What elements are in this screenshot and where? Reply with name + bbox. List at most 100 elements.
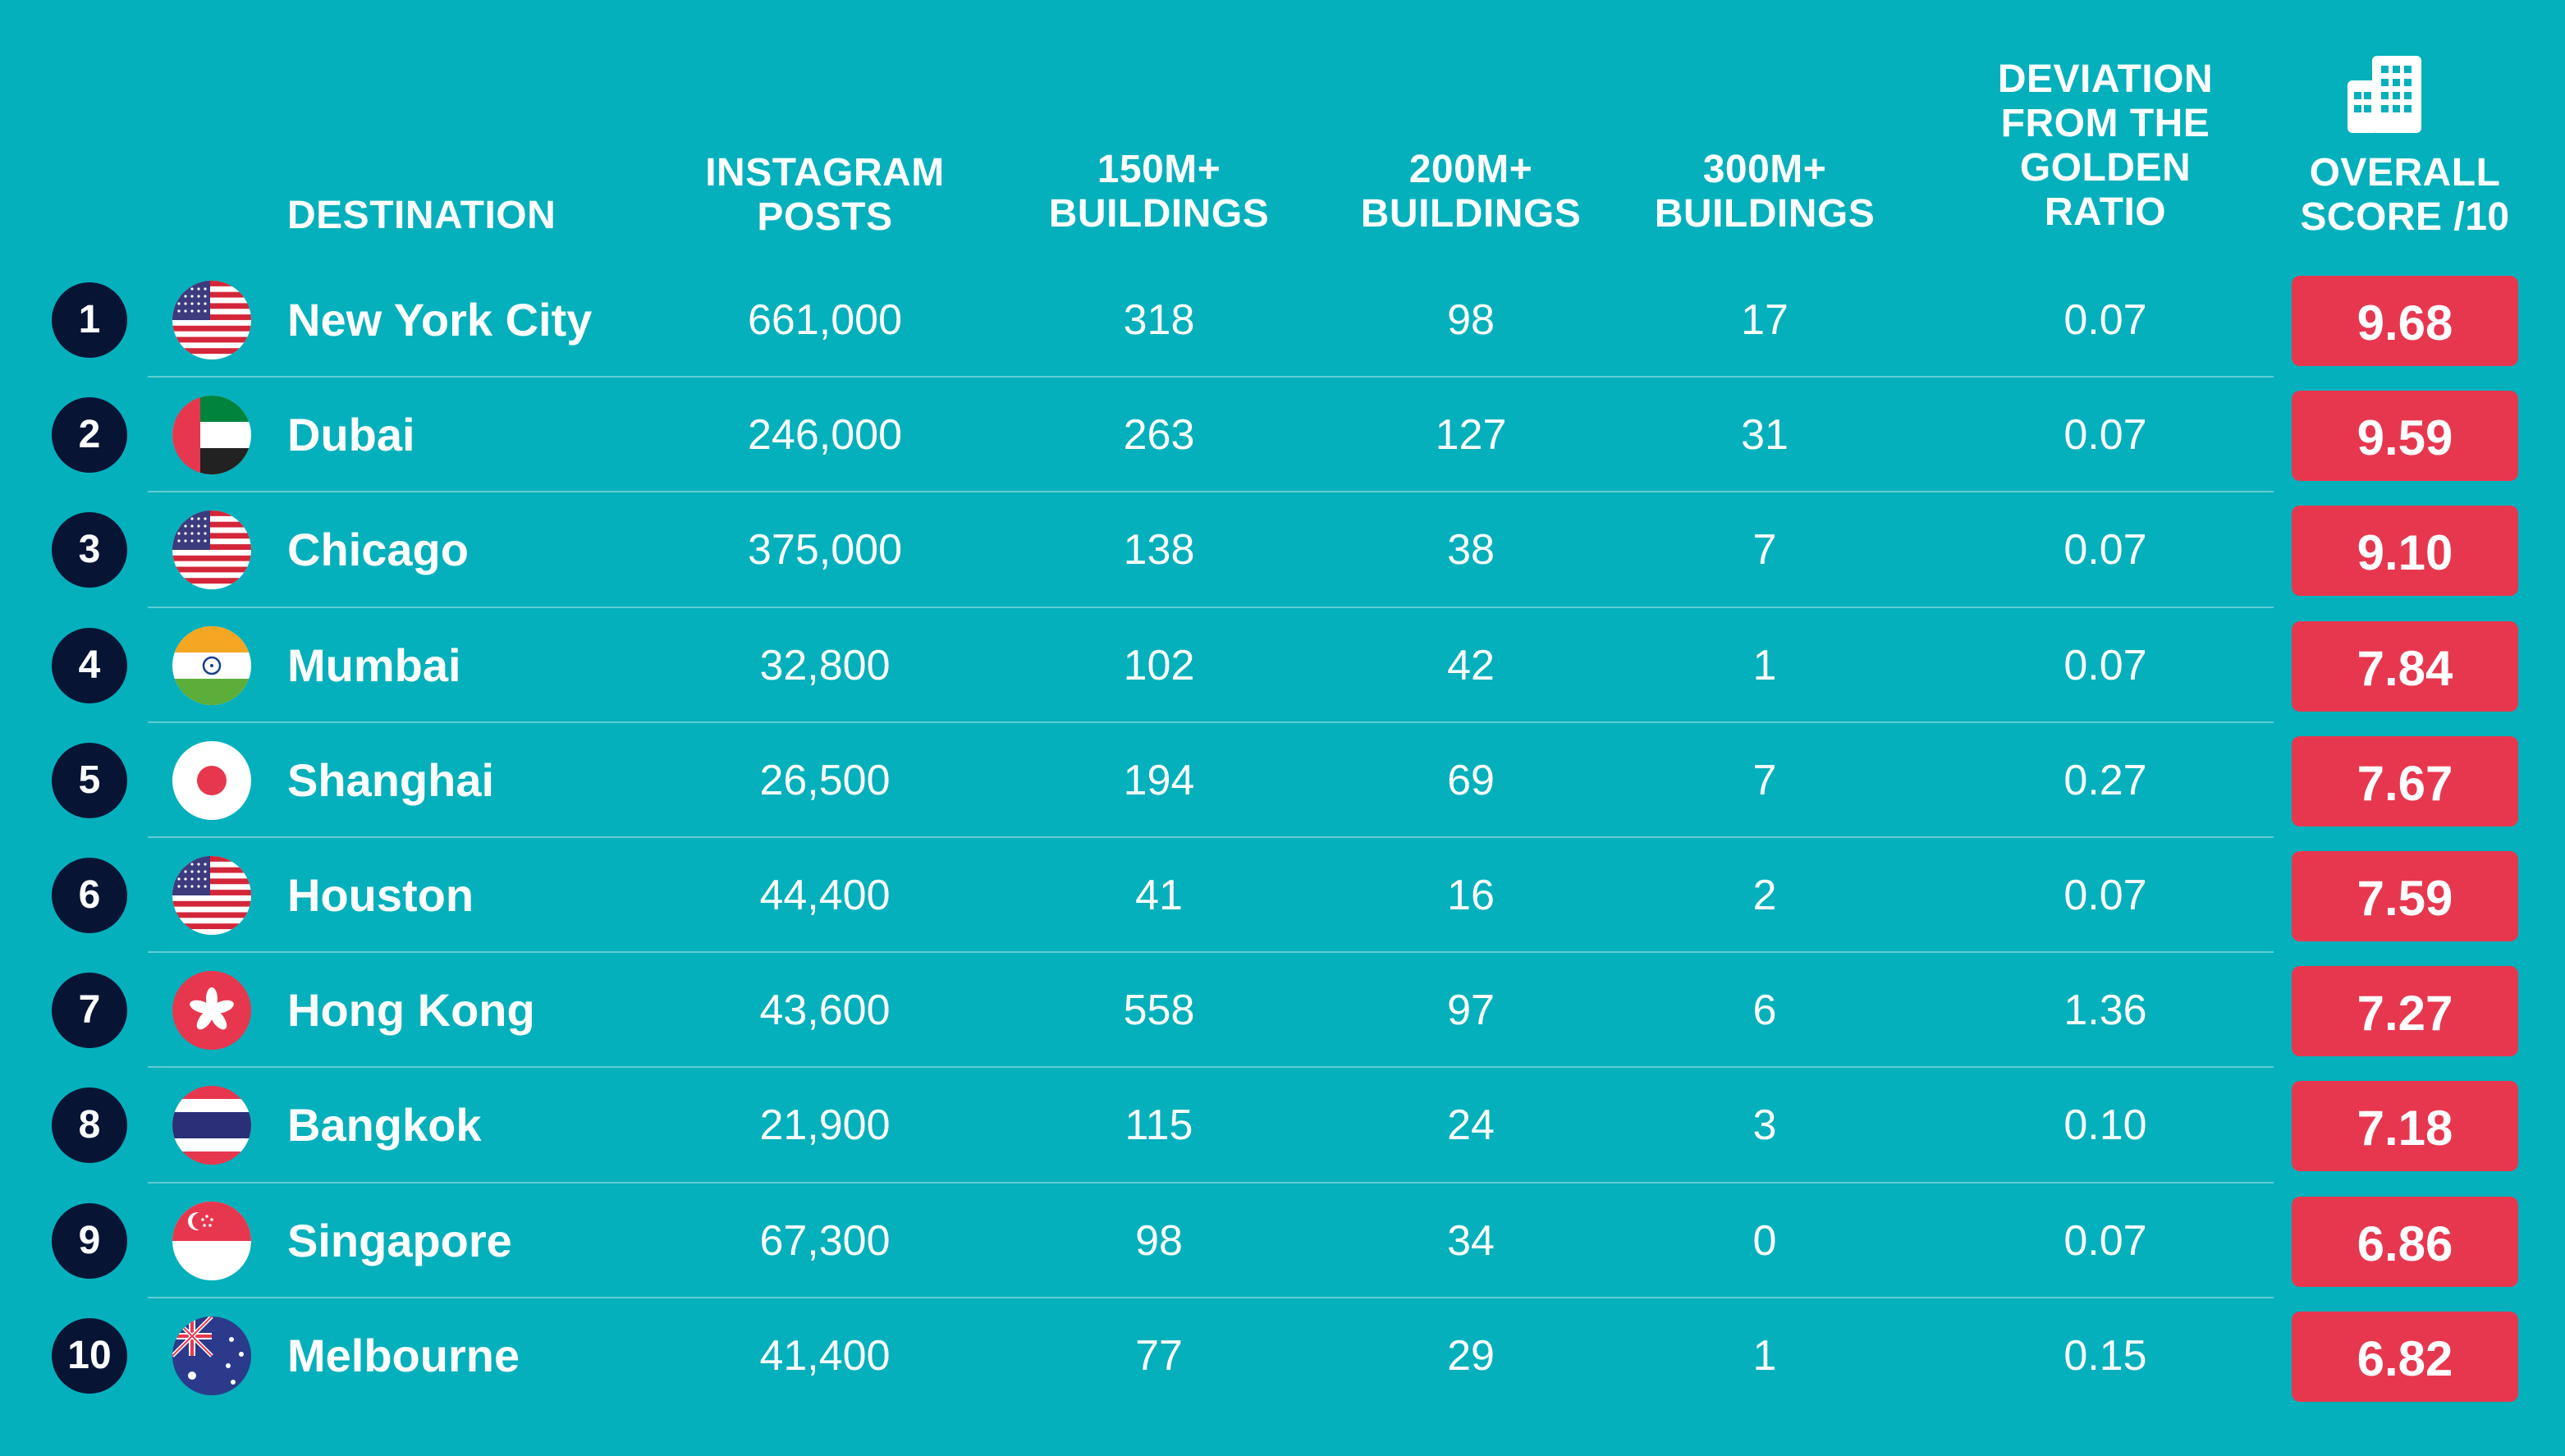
buildings-300m-value: 3 bbox=[1752, 1101, 1777, 1150]
table-row: 2 Dubai 246,000 263 127 31 0.07 9.59 bbox=[0, 378, 2565, 492]
india-flag-icon bbox=[172, 625, 251, 705]
header-200m-line2: BUILDINGS bbox=[1360, 192, 1582, 236]
buildings-200m-value: 38 bbox=[1447, 526, 1495, 575]
header-score-line2: SCORE /10 bbox=[2300, 195, 2510, 239]
row-divider bbox=[148, 836, 2274, 838]
usa-flag-icon bbox=[172, 511, 251, 590]
overall-score-badge: 7.67 bbox=[2292, 735, 2518, 826]
table-row: 7 Hong Kong 43,600 558 97 6 1.36 7.27 bbox=[0, 953, 2565, 1068]
rank-badge: 2 bbox=[52, 397, 127, 474]
buildings-300m-value: 17 bbox=[1741, 296, 1789, 344]
destination-name: Shanghai bbox=[287, 753, 495, 806]
buildings-150m-value: 263 bbox=[1123, 411, 1195, 460]
row-divider bbox=[148, 951, 2274, 954]
header-150m-buildings: 150M+ BUILDINGS bbox=[1036, 148, 1282, 236]
instagram-posts-value: 44,400 bbox=[759, 872, 891, 919]
buildings-200m-value: 16 bbox=[1447, 872, 1495, 919]
row-divider bbox=[148, 1066, 2274, 1069]
buildings-200m-value: 97 bbox=[1447, 987, 1495, 1035]
header-destination: DESTINATION bbox=[287, 194, 557, 237]
instagram-posts-value: 41,400 bbox=[759, 1331, 891, 1380]
instagram-posts-value: 67,300 bbox=[759, 1216, 891, 1265]
header-deviation-line1: DEVIATION bbox=[1997, 57, 2214, 101]
table-row: 6 Houston 44,400 41 16 2 0.07 7.59 bbox=[0, 838, 2565, 953]
rank-badge: 7 bbox=[52, 973, 127, 1049]
uae-flag-icon bbox=[172, 396, 251, 475]
australia-flag-icon bbox=[172, 1316, 251, 1395]
buildings-300m-value: 1 bbox=[1752, 641, 1777, 689]
table-row: 9 Singapore 67,300 98 34 0 0.07 6.86 bbox=[0, 1184, 2565, 1298]
row-divider bbox=[148, 491, 2274, 493]
buildings-300m-value: 6 bbox=[1752, 987, 1777, 1035]
header-deviation-line2: FROM THE bbox=[2000, 102, 2210, 145]
overall-score-badge: 7.59 bbox=[2292, 851, 2518, 941]
deviation-value: 0.15 bbox=[2063, 1331, 2147, 1380]
table-row: 1 New York City 661,000 318 98 17 0.07 9.68 bbox=[0, 263, 2565, 378]
header-deviation-line3: GOLDEN bbox=[2019, 146, 2192, 190]
instagram-posts-value: 26,500 bbox=[759, 756, 891, 804]
buildings-200m-value: 127 bbox=[1435, 411, 1507, 460]
buildings-150m-value: 558 bbox=[1123, 987, 1195, 1035]
table-row: 5 Shanghai 26,500 194 69 7 0.27 7.67 bbox=[0, 723, 2565, 838]
buildings-200m-value: 34 bbox=[1447, 1216, 1495, 1265]
header-200m-buildings: 200M+ BUILDINGS bbox=[1348, 148, 1594, 236]
row-divider bbox=[148, 1181, 2274, 1184]
instagram-posts-value: 21,900 bbox=[759, 1101, 891, 1150]
destination-name: Melbourne bbox=[287, 1329, 520, 1381]
table-row: 8 Bangkok 21,900 115 24 3 0.10 7.18 bbox=[0, 1068, 2565, 1183]
overall-score-badge: 6.86 bbox=[2292, 1196, 2518, 1287]
deviation-value: 0.27 bbox=[2063, 756, 2147, 804]
overall-score-badge: 6.82 bbox=[2292, 1311, 2518, 1402]
table-row: 10 Melbourne 41,400 77 29 1 0.15 6.82 bbox=[0, 1298, 2565, 1413]
buildings-150m-value: 41 bbox=[1135, 872, 1183, 919]
destination-name: Bangkok bbox=[287, 1099, 482, 1152]
buildings-300m-value: 7 bbox=[1752, 756, 1777, 804]
buildings-150m-value: 194 bbox=[1123, 756, 1195, 804]
rank-badge: 9 bbox=[52, 1202, 127, 1279]
buildings-150m-value: 98 bbox=[1135, 1216, 1183, 1265]
table-row: 4 Mumbai 32,800 102 42 1 0.07 7.84 bbox=[0, 608, 2565, 723]
instagram-posts-value: 246,000 bbox=[748, 411, 902, 460]
header-instagram-line2: POSTS bbox=[757, 195, 893, 239]
instagram-posts-value: 375,000 bbox=[748, 526, 902, 575]
buildings-200m-value: 29 bbox=[1447, 1331, 1495, 1380]
destination-name: New York City bbox=[287, 294, 593, 346]
buildings-150m-value: 77 bbox=[1135, 1331, 1183, 1380]
destination-name: Singapore bbox=[287, 1214, 512, 1266]
buildings-200m-value: 24 bbox=[1447, 1101, 1495, 1150]
deviation-value: 0.07 bbox=[2063, 411, 2147, 460]
buildings-300m-value: 1 bbox=[1752, 1331, 1777, 1380]
row-divider bbox=[148, 1296, 2274, 1298]
header-score-line1: OVERALL bbox=[2309, 151, 2501, 195]
rank-badge: 6 bbox=[52, 858, 127, 933]
table-row: 3 Chicago 375,000 138 38 7 0.07 9.10 bbox=[0, 492, 2565, 607]
header-deviation-golden-ratio: DEVIATION FROM THE GOLDEN RATIO bbox=[1974, 57, 2237, 235]
overall-score-badge: 7.84 bbox=[2292, 620, 2518, 712]
deviation-value: 0.07 bbox=[2063, 526, 2147, 575]
usa-flag-icon bbox=[172, 281, 251, 359]
deviation-value: 0.10 bbox=[2063, 1101, 2147, 1150]
thailand-flag-icon bbox=[172, 1086, 251, 1165]
buildings-150m-value: 102 bbox=[1123, 641, 1195, 689]
deviation-value: 0.07 bbox=[2063, 1216, 2147, 1265]
buildings-150m-value: 138 bbox=[1123, 526, 1195, 575]
rank-badge: 4 bbox=[52, 627, 127, 703]
instagram-posts-value: 32,800 bbox=[759, 641, 891, 689]
rank-badge: 3 bbox=[52, 512, 127, 588]
row-divider bbox=[148, 376, 2274, 378]
buildings-200m-value: 69 bbox=[1447, 756, 1495, 804]
building-icon bbox=[2347, 56, 2421, 133]
deviation-value: 1.36 bbox=[2063, 987, 2147, 1035]
hong-kong-flag-icon bbox=[172, 971, 251, 1051]
overall-score-badge: 7.18 bbox=[2292, 1081, 2518, 1172]
buildings-300m-value: 2 bbox=[1752, 872, 1777, 919]
buildings-300m-value: 0 bbox=[1752, 1216, 1777, 1265]
rank-badge: 1 bbox=[52, 282, 127, 358]
header-300m-buildings: 300M+ BUILDINGS bbox=[1642, 148, 1888, 236]
usa-flag-icon bbox=[172, 856, 251, 935]
destination-name: Hong Kong bbox=[287, 984, 535, 1037]
deviation-value: 0.07 bbox=[2063, 641, 2147, 689]
singapore-flag-icon bbox=[172, 1201, 251, 1280]
buildings-150m-value: 115 bbox=[1124, 1101, 1193, 1150]
destination-name: Mumbai bbox=[287, 639, 461, 691]
